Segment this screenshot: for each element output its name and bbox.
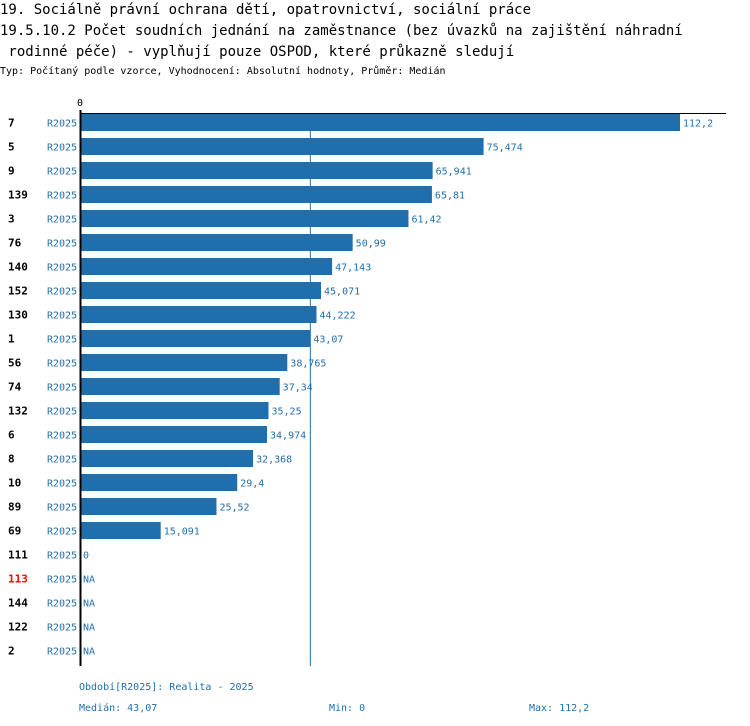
- row-label: 152: [8, 285, 28, 298]
- bar-value-label: 112,2: [683, 119, 713, 130]
- row-period-label: R2025: [47, 239, 77, 250]
- bar: [80, 522, 161, 539]
- bar-value-label: 43,07: [313, 335, 343, 346]
- bar-value-label: NA: [83, 647, 95, 658]
- row-period-label: R2025: [47, 119, 77, 130]
- bar: [80, 426, 268, 443]
- bar-value-label: 29,4: [240, 479, 264, 490]
- bar: [80, 378, 280, 395]
- footer-max: Max: 112,2: [529, 703, 590, 714]
- bar-value-label: 15,091: [164, 527, 200, 538]
- row-period-label: R2025: [47, 599, 77, 610]
- row-label: 3: [8, 213, 15, 226]
- row-label: 76: [8, 237, 22, 250]
- bar: [80, 210, 409, 227]
- bar: [80, 162, 433, 179]
- row-label: 111: [8, 549, 28, 562]
- row-label: 6: [8, 429, 15, 442]
- row-period-label: R2025: [47, 143, 77, 154]
- bar: [80, 354, 288, 371]
- row-period-label: R2025: [47, 191, 77, 202]
- bar: [80, 450, 254, 467]
- footer-min: Min: 0: [329, 703, 366, 714]
- bar: [80, 186, 432, 203]
- chart-subtitle: Typ: Počítaný podle vzorce, Vyhodnocení:…: [0, 66, 446, 77]
- bar-value-label: NA: [83, 575, 95, 586]
- bar: [80, 306, 317, 323]
- axis-zero-label: 0: [77, 98, 83, 109]
- row-label: 1: [8, 333, 15, 346]
- row-period-label: R2025: [47, 503, 77, 514]
- row-label: 9: [8, 165, 15, 178]
- row-label: 2: [8, 645, 15, 658]
- row-period-label: R2025: [47, 647, 77, 658]
- row-label: 56: [8, 357, 22, 370]
- row-period-label: R2025: [47, 575, 77, 586]
- bar-value-label: 47,143: [335, 263, 371, 274]
- row-label: 130: [8, 309, 28, 322]
- row-period-label: R2025: [47, 215, 77, 226]
- bar-value-label: 65,81: [435, 191, 465, 202]
- bar-value-label: 38,765: [290, 359, 326, 370]
- bar: [80, 330, 311, 347]
- row-label: 89: [8, 501, 21, 514]
- row-label: 113: [8, 573, 28, 586]
- bar-value-label: 44,222: [319, 311, 355, 322]
- row-label: 140: [8, 261, 28, 274]
- chart-title-line-1: 19. Sociálně právní ochrana dětí, opatro…: [0, 2, 532, 18]
- row-period-label: R2025: [47, 455, 77, 466]
- row-period-label: R2025: [47, 167, 77, 178]
- row-label: 122: [8, 621, 28, 634]
- row-period-label: R2025: [47, 623, 77, 634]
- bar-value-label: 25,52: [219, 503, 249, 514]
- bar-value-label: 65,941: [436, 167, 472, 178]
- row-label: 144: [8, 597, 28, 610]
- row-period-label: R2025: [47, 335, 77, 346]
- row-label: 5: [8, 141, 15, 154]
- bar-value-label: NA: [83, 599, 95, 610]
- bar: [80, 474, 238, 491]
- bar: [80, 114, 680, 131]
- row-label: 10: [8, 477, 21, 490]
- row-period-label: R2025: [47, 359, 77, 370]
- bar-value-label: 32,368: [256, 455, 292, 466]
- row-label: 69: [8, 525, 21, 538]
- bar: [80, 402, 269, 419]
- row-period-label: R2025: [47, 263, 77, 274]
- row-label: 139: [8, 189, 28, 202]
- bar-value-label: 61,42: [411, 215, 441, 226]
- bar-value-label: 34,974: [270, 431, 306, 442]
- bar-value-label: 35,25: [272, 407, 302, 418]
- row-period-label: R2025: [47, 527, 77, 538]
- bar: [80, 498, 217, 515]
- row-label: 74: [8, 381, 22, 394]
- row-label: 7: [8, 117, 15, 130]
- bar: [80, 282, 322, 299]
- footer-period: Období[R2025]: Realita - 2025: [79, 682, 254, 693]
- row-period-label: R2025: [47, 383, 77, 394]
- row-period-label: R2025: [47, 311, 77, 322]
- bar-value-label: 37,34: [283, 383, 313, 394]
- row-period-label: R2025: [47, 479, 77, 490]
- row-label: 8: [8, 453, 15, 466]
- row-period-label: R2025: [47, 407, 77, 418]
- chart-title-line-2: 19.5.10.2 Počet soudních jednání na zamě…: [0, 23, 683, 39]
- row-period-label: R2025: [47, 551, 77, 562]
- bar-value-label: 45,071: [324, 287, 360, 298]
- bar-value-label: 50,99: [356, 239, 386, 250]
- bar: [80, 138, 484, 155]
- chart-title-line-3: rodinné péče) - vyplňují pouze OSPOD, kt…: [0, 44, 515, 60]
- bar-value-label: NA: [83, 623, 95, 634]
- footer-median: Medián: 43,07: [79, 703, 158, 714]
- row-period-label: R2025: [47, 287, 77, 298]
- bar: [80, 258, 333, 275]
- bar-value-label: 75,474: [487, 143, 523, 154]
- row-period-label: R2025: [47, 431, 77, 442]
- bar-value-label: 0: [83, 551, 89, 562]
- row-label: 132: [8, 405, 28, 418]
- bar: [80, 234, 353, 251]
